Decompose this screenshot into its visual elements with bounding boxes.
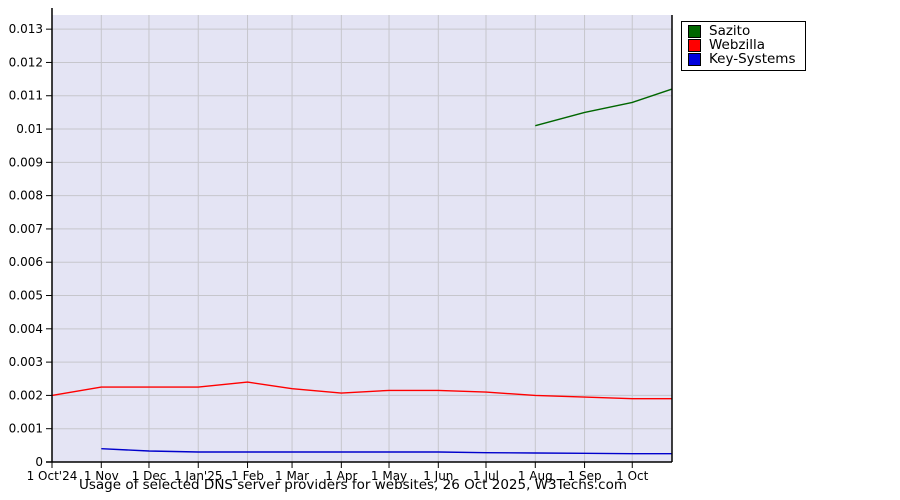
legend-label-sazito: Sazito — [709, 23, 751, 39]
legend-item-key-systems: Key-Systems — [688, 51, 796, 67]
x-tick-label: 1 Jul — [473, 469, 499, 483]
x-tick-label: 1 Oct'24 — [27, 469, 78, 483]
legend-chip-sazito — [688, 25, 701, 38]
y-tick-label: 0.001 — [9, 422, 43, 436]
y-tick-label: 0.008 — [9, 189, 43, 203]
x-tick-label: 1 Mar — [275, 469, 309, 483]
x-tick-label: 1 Jan'25 — [174, 469, 223, 483]
legend: Sazito Webzilla Key-Systems — [681, 21, 807, 71]
x-tick-label: 1 Dec — [132, 469, 167, 483]
legend-chip-key-systems — [688, 53, 701, 66]
x-tick-label: 1 Aug — [518, 469, 553, 483]
y-tick-label: 0.003 — [9, 355, 43, 369]
y-tick-label: 0.013 — [9, 22, 43, 36]
legend-label-webzilla: Webzilla — [709, 37, 766, 53]
x-tick-label: 1 Apr — [325, 469, 357, 483]
y-tick-label: 0.011 — [9, 89, 43, 103]
x-tick-label: 1 Nov — [84, 469, 119, 483]
series-line-sazito — [535, 88, 673, 127]
chart-title: Usage of selected DNS server providers f… — [78, 477, 628, 493]
y-tick-label: 0 — [35, 455, 43, 469]
x-tick-label: 1 Feb — [231, 469, 264, 483]
y-tick-label: 0.005 — [9, 289, 43, 303]
series-line-key-systems — [101, 448, 672, 455]
y-tick-label: 0.004 — [9, 322, 43, 336]
legend-item-webzilla: Webzilla — [688, 37, 795, 53]
y-tick-label: 0.006 — [9, 255, 43, 269]
y-tick-label: 0.01 — [16, 122, 43, 136]
legend-item-sazito: Sazito — [688, 23, 795, 39]
y-tick-label: 0.009 — [9, 155, 43, 169]
x-tick-label: 1 Sep — [568, 469, 602, 483]
y-tick-label: 0.002 — [9, 388, 43, 402]
x-tick-label: 1 Oct — [616, 469, 648, 483]
series-line-webzilla — [51, 381, 672, 400]
legend-label-key-systems: Key-Systems — [709, 51, 796, 67]
x-tick-label: 1 May — [371, 469, 407, 483]
legend-chip-webzilla — [688, 39, 701, 52]
y-tick-label: 0.012 — [9, 55, 43, 69]
x-tick-label: 1 Jun — [423, 469, 453, 483]
y-tick-label: 0.007 — [9, 222, 43, 236]
